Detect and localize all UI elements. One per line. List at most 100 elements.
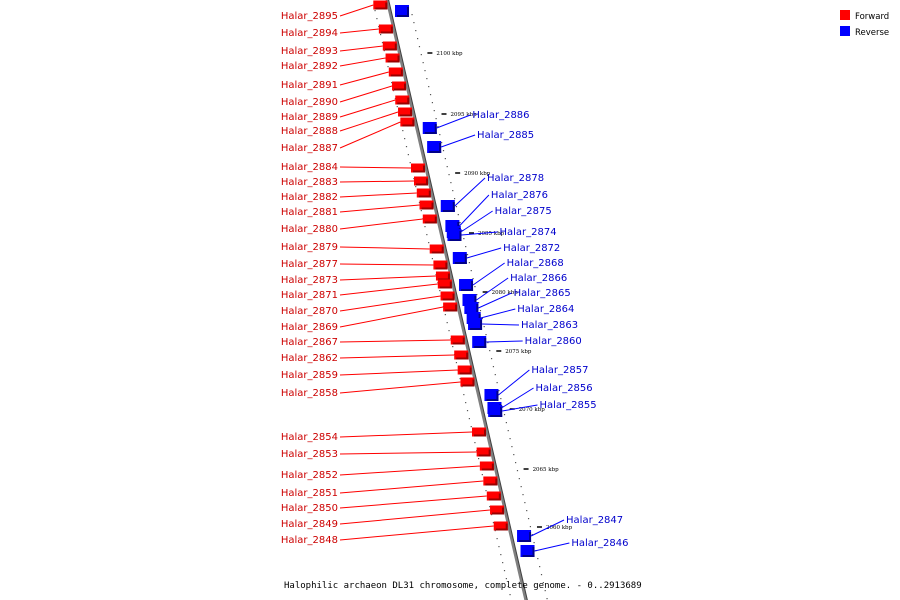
reverse-gene-glyph <box>488 405 503 417</box>
reverse-gene-leader <box>459 194 490 227</box>
reverse-gene-glyph <box>452 252 467 264</box>
forward-gene-label: Halar_2894 <box>281 28 338 39</box>
forward-gene-glyph <box>385 53 400 63</box>
forward-gene-leader <box>339 381 461 394</box>
forward-gene-leader <box>339 369 458 376</box>
scale-tick-label: 2075 kbp <box>505 349 532 355</box>
forward-gene-leader <box>339 57 386 67</box>
forward-gene-glyph <box>398 107 413 117</box>
forward-gene-leader <box>339 4 374 17</box>
forward-gene-label: Halar_2867 <box>281 337 338 348</box>
forward-gene-glyph <box>413 176 428 186</box>
gene-labels: Halar_2895 Halar_2894 Halar_2893 Halar_2892… <box>281 4 628 552</box>
forward-gene-label: Halar_2852 <box>281 470 338 481</box>
reverse-gene-glyph <box>395 5 410 17</box>
reverse-gene-label: Halar_2886 <box>472 110 529 121</box>
forward-gene-glyph <box>382 41 397 51</box>
reverse-gene-label: Halar_2874 <box>499 227 556 238</box>
forward-gene-label: Halar_2880 <box>281 224 338 235</box>
forward-gene-leader <box>339 451 477 455</box>
reverse-gene-glyph <box>440 200 455 212</box>
reverse-gene-glyph <box>520 545 535 557</box>
forward-gene-glyph <box>443 302 458 312</box>
legend-reverse-label: Reverse <box>855 28 889 38</box>
forward-gene-leader <box>339 495 487 509</box>
forward-gene-glyph <box>493 521 508 531</box>
scale-tick-label: 2095 kbp <box>451 112 478 118</box>
reverse-gene-label: Halar_2847 <box>566 515 623 526</box>
forward-gene-glyph <box>388 67 403 77</box>
legend-forward-swatch <box>840 10 850 20</box>
reverse-gene-glyph <box>447 229 462 241</box>
forward-gene-glyph <box>483 476 498 486</box>
forward-gene-glyph <box>486 491 501 501</box>
reverse-gene-leader <box>482 323 519 326</box>
forward-gene-label: Halar_2890 <box>281 97 338 108</box>
forward-gene-label: Halar_2893 <box>281 46 338 57</box>
forward-gene-leader <box>339 71 389 86</box>
forward-gene-glyph <box>454 350 469 360</box>
forward-gene-glyph <box>378 24 393 34</box>
scale-tick-label: 2100 kbp <box>436 51 463 57</box>
reverse-gene-leader <box>454 177 486 207</box>
forward-gene-label: Halar_2882 <box>281 192 338 203</box>
forward-gene-glyph <box>433 260 448 270</box>
reverse-gene-label: Halar_2872 <box>503 243 560 254</box>
forward-gene-glyph <box>410 163 425 173</box>
forward-gene-glyph <box>429 244 444 254</box>
forward-gene-leader <box>339 283 438 296</box>
forward-gene-leader <box>339 246 430 250</box>
reverse-gene-leader <box>501 387 534 409</box>
reverse-gene-leader <box>472 262 505 286</box>
scale-tick-label: 2070 kbp <box>519 407 546 413</box>
forward-gene-leader <box>339 480 484 494</box>
reverse-gene-label: Halar_2878 <box>487 173 544 184</box>
forward-gene-glyph <box>479 461 494 471</box>
forward-gene-label: Halar_2854 <box>281 432 338 443</box>
reverse-gene-leader <box>461 231 498 236</box>
scale-tick-label: 2080 kbp <box>492 290 519 296</box>
forward-gene-label: Halar_2895 <box>281 11 338 22</box>
reverse-gene-glyph <box>427 141 442 153</box>
forward-gene-leader <box>339 85 393 103</box>
scale-tick-label: 2065 kbp <box>533 467 560 473</box>
forward-gene-glyph <box>457 365 472 375</box>
forward-gene-leader <box>339 525 494 541</box>
forward-gene-glyph <box>450 335 465 345</box>
reverse-gene-leader <box>534 542 570 552</box>
reverse-gene-label: Halar_2885 <box>477 130 534 141</box>
forward-gene-label: Halar_2858 <box>281 388 338 399</box>
forward-gene-label: Halar_2848 <box>281 535 338 546</box>
scale-ticks: 2100 kbp 2095 kbp 2090 kbp 2085 kbp 2080 kbp… <box>427 51 573 531</box>
reverse-gene-label: Halar_2876 <box>491 190 548 201</box>
forward-gene-glyph <box>416 188 431 198</box>
forward-gene-label: Halar_2849 <box>281 519 338 530</box>
forward-gene-glyph <box>490 505 505 515</box>
forward-gene-label: Halar_2883 <box>281 177 338 188</box>
forward-gene-leader <box>339 275 436 281</box>
forward-gene-glyph <box>400 117 415 127</box>
reverse-gene-label: Halar_2856 <box>536 383 593 394</box>
reverse-gene-leader <box>478 292 512 309</box>
reverse-gene-glyph <box>517 530 532 542</box>
reverse-gene-label: Halar_2860 <box>525 336 582 347</box>
forward-gene-leader <box>339 431 473 438</box>
forward-gene-label: Halar_2873 <box>281 275 338 286</box>
forward-gene-leader <box>339 295 441 312</box>
forward-gene-label: Halar_2892 <box>281 61 338 72</box>
forward-gene-glyph <box>373 0 388 10</box>
reverse-gene-leader <box>460 210 493 233</box>
legend: Forward Reverse <box>840 10 889 38</box>
forward-gene-label: Halar_2859 <box>281 370 338 381</box>
forward-gene-leader <box>339 354 455 359</box>
forward-gene-glyph <box>392 81 407 91</box>
reverse-gene-leader <box>466 247 502 259</box>
forward-gene-glyph <box>476 447 491 457</box>
forward-gene-label: Halar_2887 <box>281 143 338 154</box>
reverse-gene-label: Halar_2866 <box>510 273 567 284</box>
reverse-gene-leader <box>498 369 530 396</box>
forward-gene-leader <box>339 192 417 198</box>
map-caption: Halophilic archaeon DL31 chromosome, com… <box>284 581 642 591</box>
reverse-gene-label: Halar_2863 <box>521 320 578 331</box>
